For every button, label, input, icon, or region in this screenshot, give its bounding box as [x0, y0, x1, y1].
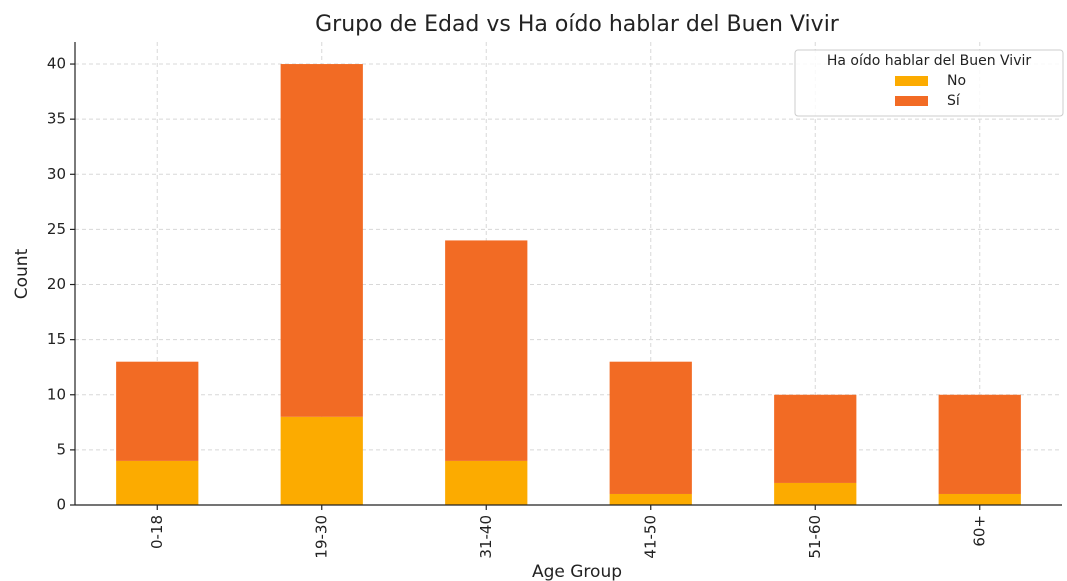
bar-segment [609, 493, 692, 505]
bar-segment [280, 416, 363, 505]
y-tick-label: 20 [47, 275, 66, 293]
bar-segment [445, 240, 528, 461]
y-tick-label: 15 [47, 330, 66, 348]
legend-box [794, 49, 1064, 117]
y-tick-label: 35 [47, 110, 66, 128]
x-tick-label: 51-60 [806, 515, 824, 559]
bar-segment [445, 460, 528, 505]
legend-label: Sí [947, 93, 961, 109]
bar-segment [938, 394, 1021, 494]
x-tick-label: 0-18 [148, 515, 166, 549]
y-tick-label: 25 [47, 220, 66, 238]
legend-label: No [947, 73, 966, 89]
bar-segment [280, 64, 363, 417]
bar-segment [774, 482, 857, 505]
legend-title: Ha oído hablar del Buen Vivir [827, 53, 1032, 69]
chart-title: Grupo de Edad vs Ha oído hablar del Buen… [315, 12, 840, 37]
x-tick-label: 31-40 [477, 515, 495, 559]
y-axis-label: Count [12, 248, 32, 299]
x-tick-label: 19-30 [312, 515, 330, 559]
bar-segment [774, 394, 857, 483]
bar-segment [116, 460, 199, 505]
y-tick-label: 0 [56, 496, 66, 514]
y-tick-label: 10 [47, 385, 66, 403]
x-tick-label: 60+ [970, 515, 988, 547]
legend-swatch [895, 76, 928, 86]
bar-segment [609, 361, 692, 494]
y-tick-label: 40 [47, 55, 66, 73]
x-axis-label: Age Group [532, 562, 622, 581]
legend-swatch [895, 96, 928, 106]
x-tick-label: 41-50 [641, 515, 659, 559]
y-tick-label: 5 [56, 440, 66, 458]
bar-segment [116, 361, 199, 461]
y-tick-label: 30 [47, 165, 66, 183]
bar-segment [938, 493, 1021, 505]
